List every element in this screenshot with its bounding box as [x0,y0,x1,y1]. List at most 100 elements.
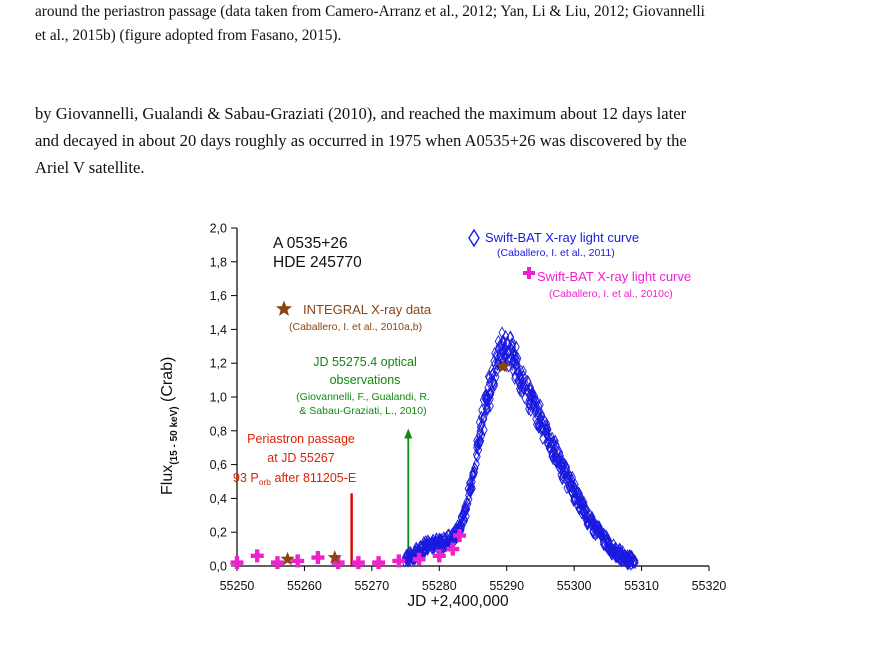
bat-2011-point [536,412,545,426]
bat-2010c-point [351,556,365,570]
bat-2011-point [631,556,639,570]
bat-2011-point [629,556,637,570]
integral-point [280,551,295,566]
x-axis-label: JD +2,400,000 [407,593,509,610]
bat-2011-point [492,370,500,384]
y-tick-label: 0,2 [210,526,227,540]
optical-annotation-line-3: (Giovannelli, F., Gualandi, R. [296,391,430,403]
bat-2011-point [480,412,488,426]
y-tick-label: 0,4 [210,492,227,506]
bat-2010c-point [432,549,446,563]
y-tick-label: 1,8 [210,255,227,269]
bat-2011-point [480,423,488,437]
bat-2011-point [476,437,484,451]
bat-2011-point [551,434,559,448]
caption-line-1: around the periastron passage (data take… [35,3,705,20]
bat-2011-point [504,345,512,359]
bat-2011-point [543,427,551,441]
figure-caption: around the periastron passage (data take… [35,0,870,47]
bat-2011-point [472,457,480,471]
legend-bat-2011-ref: (Caballero, I. et al., 2011) [497,247,615,259]
bat-2011-point [522,379,530,393]
bat-2011-point [442,535,450,549]
bat-2011-point [503,336,511,350]
bat-2011-point [568,480,576,493]
y-tick-label: 0,6 [210,458,227,472]
optical-annotation-line-2: observations [330,373,401,387]
integral-point [327,550,342,564]
periastron-annotation-line-3: 93 Porb after 811205-E [233,471,356,487]
bat-2011-point [567,484,575,498]
bat-2011-point [460,512,468,526]
bat-2011-point [530,398,538,413]
bat-2010c-point [392,554,406,568]
star-legend-icon [275,300,293,316]
bat-2011-point [538,408,546,422]
bat-2011-point [550,444,558,458]
optical-arrow-icon [404,428,413,439]
plus-legend-icon [523,267,535,279]
bat-2011-point [556,446,564,460]
bat-2011-point [536,398,544,412]
x-tick-label: 55300 [557,579,592,593]
y-tick-label: 2,0 [210,222,227,236]
bat-2011-point [465,492,473,506]
bat-2011-point [523,383,531,397]
bat-2011-point [483,401,491,415]
bat-2010c-point [270,556,284,570]
x-tick-label: 55260 [287,579,322,593]
caption-line-2: et al., 2015b) (figure adopted from Fasa… [35,26,342,44]
bat-2011-point [542,427,550,441]
bat-2011-point [533,400,541,414]
bat-2011-point [487,388,495,402]
x-tick-label: 55290 [489,579,524,593]
periastron-annotation-line-2: at JD 55267 [267,451,334,465]
bat-2011-point [624,552,632,566]
bat-2011-point [617,549,625,563]
bat-2011-point [493,364,501,378]
legend-bat-2011-title: Swift-BAT X-ray light curve [485,230,639,245]
bat-2011-point [482,393,491,408]
bat-2011-point [584,510,592,524]
optical-annotation-line-4: & Sabau-Graziati, L., 2010) [299,405,426,417]
diamond-legend-icon [468,228,480,248]
bat-2011-point [478,428,486,442]
bat-2011-point [469,466,477,480]
bat-2011-point [631,554,639,568]
bat-2011-point [544,422,552,436]
bat-2011-point [516,370,524,384]
bat-2011-point [498,326,506,340]
bat-2011-point [597,528,605,543]
swift-bat-2011-series [401,326,639,571]
bat-2011-point [408,549,416,563]
bat-2011-point [570,481,578,495]
bat-2011-point [570,484,578,499]
bat-2010c-point [446,542,460,556]
bat-2011-point [462,501,470,516]
x-tick-label: 55320 [692,579,727,593]
legend-integral-ref: (Caballero, I. et al., 2010a,b) [289,321,422,333]
bat-2011-point [480,410,488,424]
body-line-1: by Giovannelli, Gualandi & Sabau-Graziat… [35,104,687,123]
bat-2011-point [428,535,437,549]
y-axis-label: Flux(15 - 50 keV) (Crab) [159,357,180,495]
bat-2011-point [562,465,570,478]
optical-annotation-line-1: JD 55275.4 optical [313,355,417,369]
bat-2011-point [558,457,567,471]
body-paragraph: by Giovannelli, Gualandi & Sabau-Graziat… [35,100,870,181]
bat-2011-point [563,460,571,474]
bat-2011-point [512,352,520,366]
bat-2011-point [610,544,619,558]
bat-2011-point [559,469,567,483]
bat-2011-point [590,520,598,534]
y-tick-label: 1,0 [210,391,227,405]
bat-2010c-point [230,556,244,570]
legend-integral-title: INTEGRAL X-ray data [303,302,432,317]
periastron-annotation-line-1: Periastron passage [247,432,355,446]
y-ticks: 0,0 0,2 0,4 0,6 0,8 1,0 1,2 1,4 1,6 1,8 2,0 [210,222,237,574]
bat-2011-point [476,427,484,441]
bat-2010c-point [412,552,426,566]
x-ticks: 55250 55260 55270 55280 55290 55300 55310 55320 [220,566,727,593]
bat-2011-point [563,471,572,485]
bat-2011-point [463,495,471,509]
